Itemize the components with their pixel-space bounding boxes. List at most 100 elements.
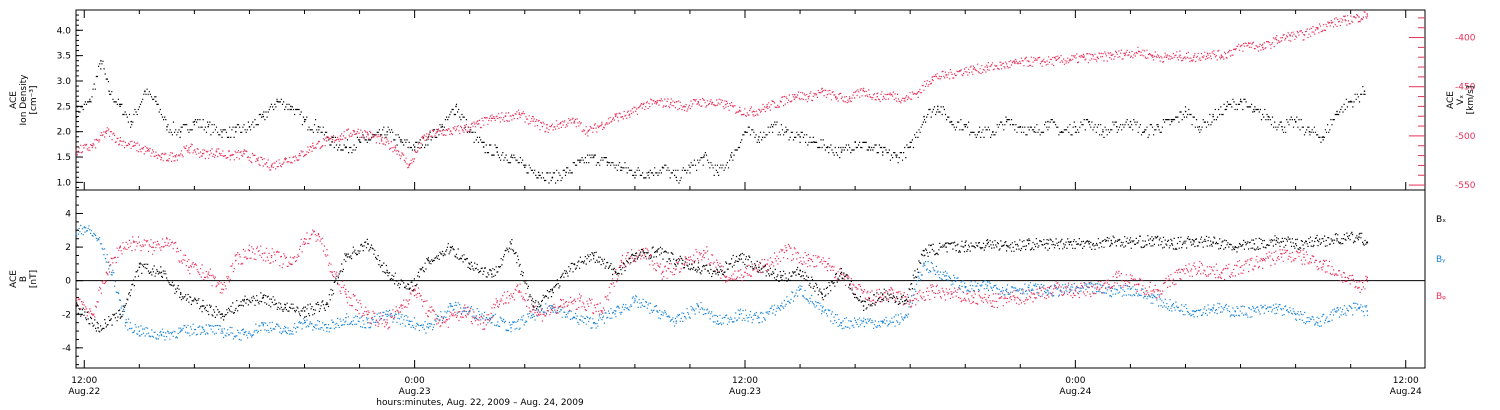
field-axis: 4 2 0 -2 -4	[62, 196, 83, 366]
density-series-point-3	[108, 90, 110, 92]
bx-series-point-24	[573, 263, 576, 265]
bz-series-point-53	[1055, 286, 1057, 289]
date-tick-label: Aug.22	[68, 387, 100, 397]
velocity-series	[75, 11, 1369, 171]
bz-series-point-10	[235, 259, 237, 262]
velocity-series-point-78	[1151, 54, 1154, 56]
top-plot-frame	[75, 9, 1426, 191]
velocity-series-point-85	[1248, 42, 1250, 45]
by-series-point-40	[862, 320, 865, 322]
date-tick-label: Aug.24	[1059, 387, 1091, 397]
time-tick-label: 12:00	[732, 376, 758, 386]
bx-series-point-36	[821, 293, 823, 295]
by-series-point-26	[573, 317, 576, 319]
density-series-point-31	[482, 146, 485, 148]
bx-series-point-43	[964, 244, 966, 247]
bx-series-point-20	[491, 273, 493, 275]
bx-series-point-42	[945, 246, 947, 248]
bz-series-point-48	[950, 293, 953, 295]
bx-series-point-13	[345, 254, 347, 257]
density-series-point-78	[1129, 120, 1132, 123]
by-series-point-62	[1317, 322, 1319, 324]
velocity-series-point-60	[904, 97, 906, 100]
velocity-series-point-6	[160, 156, 163, 159]
bz-series-point-33	[642, 249, 644, 252]
density-series-point-90	[1295, 120, 1297, 123]
density-series-point-5	[130, 120, 132, 123]
by-series-point-42	[904, 317, 906, 319]
velocity-series-point-89	[1303, 34, 1305, 36]
bx-series-point-19	[469, 263, 471, 265]
by-series-dots	[76, 224, 1369, 341]
by-series	[75, 224, 1369, 341]
field-tick-label: 0	[65, 277, 71, 287]
by-series-point-15	[345, 317, 347, 319]
density-series-point-94	[1350, 100, 1352, 103]
density-series-point-91	[1308, 131, 1311, 133]
bz-series-point-46	[909, 300, 911, 302]
bx-series-point-9	[262, 296, 264, 299]
velocity-label-line: [km/s]	[1466, 86, 1476, 115]
bz-series-point-65	[1303, 256, 1305, 258]
bz-series-point-14	[303, 238, 306, 240]
density-series-point-40	[606, 161, 609, 163]
bz-series-point-58	[1157, 290, 1159, 292]
bz-series-point-13	[290, 263, 292, 265]
bx-series-point-21	[510, 243, 512, 245]
density-tick-label: 3.5	[57, 52, 71, 62]
field-tick-label: -4	[62, 344, 71, 354]
bz-series-point-34	[661, 271, 664, 274]
field-tick-label: 4	[65, 210, 71, 220]
by-series-point-3	[111, 271, 113, 274]
velocity-series-point-59	[890, 94, 892, 96]
density-series-point-72	[1047, 120, 1049, 123]
velocity-series-point-64	[959, 70, 961, 72]
by-series-point-41	[882, 322, 884, 324]
density-series-point-15	[262, 115, 264, 118]
bz-series-point-5	[152, 246, 154, 248]
velocity-series-point-14	[270, 164, 273, 167]
field-tick-label: 2	[65, 243, 71, 253]
velocity-series-point-69	[1028, 60, 1030, 62]
bx-series-point-30	[697, 266, 699, 268]
velocity-series-point-30	[491, 117, 493, 119]
density-series-point-1	[89, 100, 91, 103]
velocity-series-point-48	[738, 109, 741, 112]
top-panel: 1.0 1.5 2.0 2.5 3.0 3.5 4.0 -400 -450 -500 -550 A…	[9, 9, 1476, 191]
by-series-point-61	[1295, 313, 1297, 316]
velocity-series-point-86	[1262, 46, 1264, 49]
time-tick-label: 0:00	[405, 376, 425, 386]
bx-series-point-37	[840, 271, 843, 274]
bx-series-point-8	[243, 300, 245, 302]
density-series-point-67	[978, 131, 980, 133]
velocity-series-point-31	[504, 115, 507, 117]
velocity-tick-label: -500	[1455, 132, 1476, 142]
velocity-series-point-57	[862, 90, 865, 92]
velocity-series-point-33	[532, 120, 534, 122]
bz-series-point-51	[1014, 296, 1016, 299]
by-series-point-24	[532, 313, 534, 316]
bz-series-point-36	[703, 249, 705, 252]
density-series-point-39	[593, 156, 595, 158]
bz-series-point-25	[482, 322, 485, 324]
velocity-series-point-44	[683, 105, 686, 108]
velocity-series-point-9	[202, 153, 204, 155]
density-series-point-6	[144, 90, 146, 92]
velocity-series-point-70	[1041, 60, 1044, 62]
bz-series-point-39	[766, 263, 768, 265]
by-series-point-9	[221, 330, 223, 332]
velocity-series-point-72	[1069, 58, 1071, 60]
time-axis: 12:00Aug.220:00Aug.2312:00Aug.230:00Aug.…	[68, 10, 1422, 397]
density-series-point-75	[1088, 120, 1090, 123]
density-series-point-71	[1033, 131, 1035, 133]
velocity-series-point-87	[1275, 38, 1278, 41]
velocity-series-point-56	[849, 97, 851, 100]
by-series-point-13	[303, 322, 306, 324]
velocity-tick-label: -550	[1455, 181, 1476, 191]
velocity-series-point-36	[573, 120, 576, 122]
bx-series-point-63	[1366, 241, 1368, 243]
density-series-point-29	[455, 105, 457, 108]
velocity-series-point-58	[876, 96, 878, 98]
field-legend: Bₓ Bᵧ Bᵩ	[1436, 215, 1446, 302]
bx-series-point-1	[97, 327, 99, 329]
